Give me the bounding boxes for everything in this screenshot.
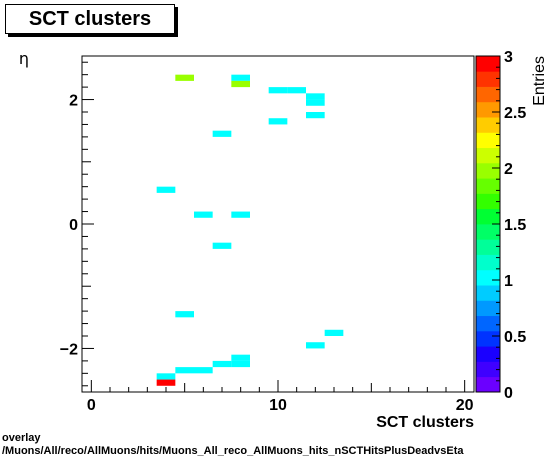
z-tick-label: 0.5 <box>504 329 526 346</box>
heatmap-cell <box>194 211 213 218</box>
color-palette: 0 0.5 1 1.5 2 2.5 3 <box>475 49 526 402</box>
palette-swatch <box>476 330 500 347</box>
z-tick-label: 0 <box>504 385 513 402</box>
heatmap-cell <box>156 186 176 193</box>
heatmap-cell <box>268 87 288 94</box>
heatmap-cell <box>287 87 306 94</box>
palette-swatch <box>476 285 500 301</box>
palette-swatch <box>476 147 500 164</box>
palette-swatch <box>476 254 500 271</box>
x-tick-label: 10 <box>269 397 287 414</box>
heatmap-cell <box>306 342 325 349</box>
palette-swatch <box>476 269 500 286</box>
plot-area <box>82 56 474 392</box>
palette-swatch <box>476 101 500 118</box>
palette-swatch <box>476 193 500 210</box>
x-tick-label: 20 <box>456 397 474 414</box>
palette-swatch <box>476 56 500 72</box>
heatmap-cell <box>212 360 232 368</box>
heatmap-cell <box>231 74 250 81</box>
heatmap-cell <box>175 311 194 318</box>
z-tick-label: 1.5 <box>504 217 526 234</box>
palette-swatch <box>476 315 500 332</box>
heatmap-cell <box>175 367 194 374</box>
palette-swatch <box>476 346 500 362</box>
heatmap-cell <box>231 360 250 368</box>
heatmap-cell <box>212 130 232 137</box>
z-tick-label: 2 <box>504 161 513 178</box>
palette-swatch <box>476 224 500 240</box>
heatmap-cell <box>212 242 232 249</box>
palette-swatch <box>476 162 500 179</box>
z-axis-label: Entries <box>531 56 546 106</box>
caption-line-2: /Muons/All/reco/AllMuons/hits/Muons_All_… <box>2 445 464 457</box>
palette-swatch <box>476 239 500 255</box>
palette-swatch <box>476 117 500 133</box>
heatmap-plot: 0 10 20 −2 0 2 0 0.5 1 1.5 2 2.5 3 SCT clusters η E… <box>19 49 546 431</box>
y-axis-label: η <box>19 49 29 68</box>
palette-swatch <box>476 208 500 225</box>
heatmap-cell <box>306 99 325 106</box>
y-tick-label: 0 <box>69 217 78 234</box>
plot-frame <box>82 56 474 392</box>
z-tick-label: 3 <box>504 49 513 66</box>
palette-swatch <box>476 300 500 317</box>
z-tick-label: 2.5 <box>504 105 526 122</box>
heatmap-cell <box>194 367 213 374</box>
palette-swatch <box>476 71 500 87</box>
x-axis-label: SCT clusters <box>376 414 474 431</box>
heatmap-cell <box>231 80 250 88</box>
title-box: SCT clusters <box>5 4 175 34</box>
heatmap-cell <box>175 74 194 81</box>
palette-swatch <box>476 376 500 393</box>
heatmap-cell <box>324 329 344 336</box>
caption: overlay /Muons/All/reco/AllMuons/hits/Mu… <box>2 432 463 458</box>
axes: 0 10 20 −2 0 2 <box>60 55 475 414</box>
palette-swatch <box>476 178 500 194</box>
heatmap-cell <box>231 211 250 218</box>
heatmap-cell <box>156 373 176 380</box>
z-tick-label: 1 <box>504 273 513 290</box>
palette-swatch <box>476 86 500 103</box>
heatmap-cell <box>306 112 325 119</box>
heatmap-cell <box>268 118 288 125</box>
x-tick-label: 0 <box>87 397 96 414</box>
heatmap-cell <box>156 379 176 386</box>
caption-line-1: overlay <box>2 432 41 444</box>
heatmap-cell <box>231 354 250 361</box>
palette-swatch <box>476 361 500 378</box>
y-tick-label: 2 <box>69 93 78 110</box>
heatmap-cells <box>156 74 344 386</box>
heatmap-cell <box>306 93 325 100</box>
palette-swatch <box>476 132 500 149</box>
y-tick-label: −2 <box>60 341 78 358</box>
chart-title: SCT clusters <box>28 8 152 30</box>
